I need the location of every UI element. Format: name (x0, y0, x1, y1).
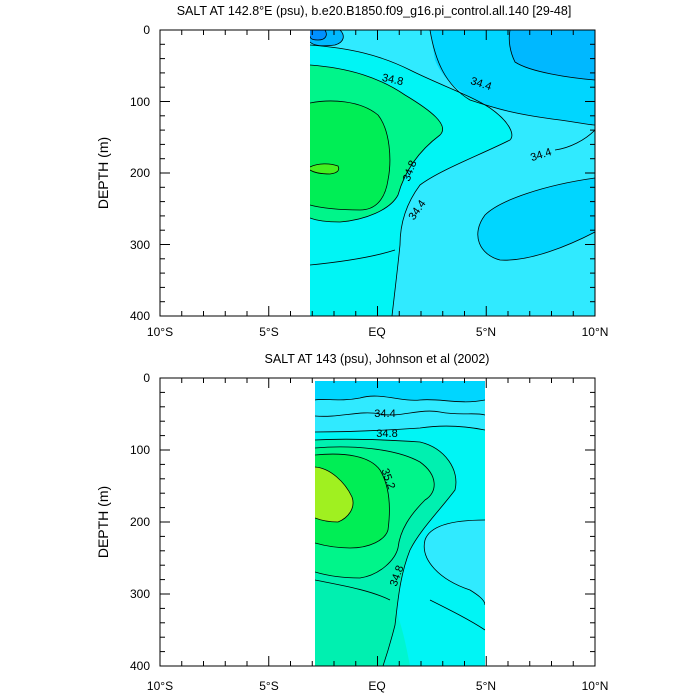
y-tick-label: 0 (143, 23, 150, 37)
contour-label: 34.8 (376, 428, 397, 440)
bottom-contour-field (315, 381, 485, 666)
contour-label: 34.8 (381, 72, 404, 88)
top-salty-max (310, 163, 339, 174)
top-panel-title: SALT AT 142.8°E (psu), b.e20.B1850.f09_g… (177, 4, 572, 18)
y-tick-label: 100 (130, 443, 150, 457)
bottom-y-axis-label: DEPTH (m) (95, 486, 111, 558)
top-contour-field (310, 30, 595, 316)
top-contour-lines (310, 30, 595, 316)
bottom-salty-max (315, 467, 354, 522)
top-panel: SALT AT 142.8°E (psu), b.e20.B1850.f09_g… (95, 4, 608, 339)
bottom-y-tick-labels: 0 100 200 300 400 (130, 371, 150, 673)
bottom-ticks (159, 377, 596, 667)
x-tick-label: 5°S (259, 325, 278, 339)
bottom-contour-labels: 34.4 34.8 35.2 34.8 (374, 408, 406, 588)
bottom-deep-east (424, 520, 485, 605)
x-tick-label: 5°N (476, 325, 496, 339)
top-ticks (159, 29, 596, 317)
top-salty-core (310, 100, 390, 210)
y-tick-label: 200 (130, 166, 150, 180)
top-fresh-core (509, 30, 595, 80)
bottom-x-tick-labels: 10°S 5°S EQ 5°N 10°N (147, 679, 608, 693)
x-tick-label: 5°S (259, 679, 278, 693)
y-tick-label: 0 (143, 371, 150, 385)
top-y-tick-labels: 0 100 200 300 400 (130, 23, 150, 323)
bottom-panel-title: SALT AT 143 (psu), Johnson et al (2002) (265, 352, 490, 366)
x-tick-label: 10°N (582, 325, 609, 339)
y-tick-label: 100 (130, 95, 150, 109)
x-tick-label: 10°S (147, 325, 173, 339)
top-deep-fresh (477, 178, 595, 261)
x-tick-label: 10°S (147, 679, 173, 693)
top-x-tick-labels: 10°S 5°S EQ 5°N 10°N (147, 325, 608, 339)
x-tick-label: 5°N (476, 679, 496, 693)
x-tick-label: EQ (368, 325, 385, 339)
top-west-surface-core (310, 30, 327, 40)
y-tick-label: 400 (130, 659, 150, 673)
y-tick-label: 300 (130, 587, 150, 601)
bottom-panel: SALT AT 143 (psu), Johnson et al (2002) (95, 352, 608, 693)
contour-label: 34.4 (374, 408, 395, 420)
y-tick-label: 200 (130, 515, 150, 529)
bottom-contour-lines (315, 395, 485, 666)
x-tick-label: EQ (368, 679, 385, 693)
y-tick-label: 300 (130, 238, 150, 252)
y-tick-label: 400 (130, 309, 150, 323)
x-tick-label: 10°N (582, 679, 609, 693)
bottom-surface-fresher (315, 381, 485, 402)
top-y-axis-label: DEPTH (m) (95, 137, 111, 209)
